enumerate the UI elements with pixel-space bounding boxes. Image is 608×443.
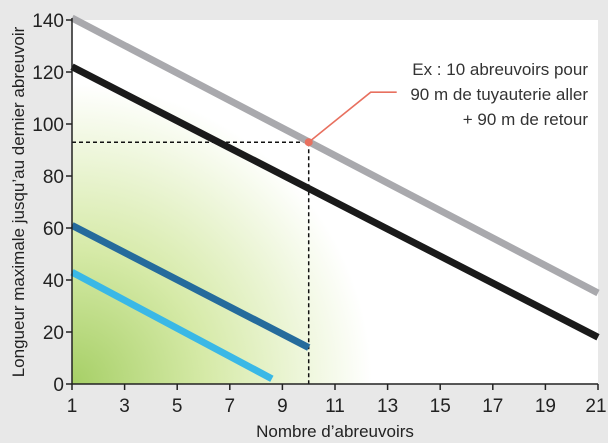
annotation-text-line: Ex : 10 abreuvoirs pour: [412, 60, 588, 79]
guide-lines: [72, 141, 310, 384]
x-axis-title: Nombre d’abreuvoirs: [256, 422, 414, 441]
series-line-1: [70, 14, 600, 297]
y-tick-label: 140: [32, 11, 64, 32]
x-tick-label: 13: [377, 396, 398, 417]
x-tick-label: 17: [482, 396, 503, 417]
series-layer: [70, 14, 600, 382]
y-tick-label: 20: [43, 323, 64, 344]
annotation: Ex : 10 abreuvoirs pour 90 m de tuyauteri…: [304, 60, 589, 147]
annotation-text-line: 90 m de tuyauterie aller: [410, 85, 588, 104]
x-tick-label: 21: [585, 396, 606, 417]
y-tick-label: 120: [32, 63, 64, 84]
x-tick-label: 9: [277, 396, 288, 417]
y-tick-label: 100: [32, 115, 64, 136]
y-tick-label: 80: [43, 167, 64, 188]
x-tick-label: 5: [172, 396, 183, 417]
series-line-4: [70, 269, 274, 382]
x-tick-label: 1: [67, 396, 78, 417]
x-tick-label: 11: [325, 396, 345, 417]
y-tick-label: 40: [43, 271, 64, 292]
x-tick-label: 3: [119, 396, 130, 417]
annotation-leader: [308, 91, 397, 143]
y-tick-label: 60: [43, 219, 64, 240]
x-tick-label: 7: [225, 396, 236, 417]
y-tick-label: 0: [53, 375, 64, 396]
series-line-2: [70, 63, 600, 341]
annotation-text-line: + 90 m de retour: [463, 110, 589, 129]
x-tick-label: 19: [535, 396, 556, 417]
x-tick-label: 15: [430, 396, 451, 417]
annotation-point: [304, 138, 313, 147]
series-line-3: [70, 222, 311, 351]
y-axis-title: Longueur maximale jusqu’au dernier abreu…: [9, 26, 28, 377]
